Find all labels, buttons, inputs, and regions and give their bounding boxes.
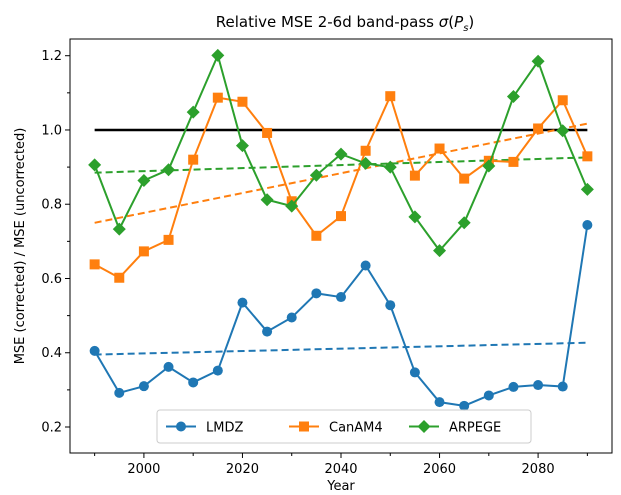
trend-line-lmdz [94, 341, 588, 356]
data-point-lmdz [483, 390, 494, 401]
y-tick-label: 0.6 [41, 272, 62, 287]
data-point-canam4 [237, 96, 248, 107]
chart-title: Relative MSE 2-6d band-pass σ(Ps) [216, 13, 475, 34]
data-point-canam4 [508, 156, 519, 167]
data-point-arpege [482, 159, 496, 173]
data-point-lmdz [89, 345, 100, 356]
legend-label-canam4: CanAM4 [329, 421, 383, 436]
data-point-arpege [408, 210, 422, 224]
data-point-arpege [580, 182, 594, 196]
data-point-lmdz [262, 326, 273, 337]
data-point-canam4 [582, 151, 593, 162]
legend-label-arpege: ARPEGE [449, 421, 501, 436]
x-tick-label: 2060 [423, 462, 456, 477]
data-point-canam4 [557, 95, 568, 106]
y-axis-label: MSE (corrected) / MSE (uncorrected) [13, 128, 28, 365]
series-line-lmdz [93, 224, 589, 407]
data-point-arpege [235, 139, 249, 153]
data-point-lmdz [360, 260, 371, 271]
data-point-lmdz [188, 377, 199, 388]
data-point-lmdz [114, 387, 125, 398]
legend-box [156, 409, 532, 444]
legend-marker-arpege [417, 420, 431, 433]
data-point-arpege [260, 193, 274, 207]
y-tick-label: 1.2 [41, 49, 62, 64]
data-point-canam4 [114, 272, 125, 283]
data-point-arpege [457, 216, 471, 230]
y-tick-label: 0.8 [41, 198, 62, 213]
data-point-arpege [334, 147, 348, 161]
data-point-lmdz [163, 361, 174, 372]
data-point-lmdz [138, 381, 149, 392]
data-point-canam4 [360, 145, 371, 156]
series-canam4 [89, 91, 593, 283]
x-tick-label: 2080 [522, 462, 555, 477]
x-axis-label: Year [326, 479, 355, 494]
data-point-lmdz [508, 381, 519, 392]
data-point-lmdz [582, 220, 593, 231]
data-point-canam4 [212, 92, 223, 103]
data-point-arpege [162, 163, 176, 177]
data-point-arpege [186, 105, 200, 119]
data-point-canam4 [409, 170, 420, 181]
data-point-lmdz [557, 381, 568, 392]
legend-label-lmdz: LMDZ [206, 421, 243, 436]
plot-area [88, 48, 594, 411]
axes-frame [69, 38, 613, 454]
data-point-arpege [112, 222, 126, 236]
trend-line-canam4 [94, 122, 588, 224]
trend-line-arpege [94, 156, 588, 174]
series-line-canam4 [94, 93, 589, 279]
x-axis: 2000 2020 2040 2060 2080 [94, 453, 588, 477]
data-point-canam4 [89, 259, 100, 270]
data-point-arpege [137, 173, 151, 187]
data-point-lmdz [336, 292, 346, 303]
data-point-canam4 [533, 123, 544, 134]
data-point-canam4 [336, 211, 346, 222]
y-tick-label: 0.2 [41, 421, 62, 436]
data-point-lmdz [286, 312, 297, 323]
legend: LMDZ CanAM4 ARPEGE [156, 409, 532, 444]
data-point-canam4 [163, 234, 174, 245]
data-point-canam4 [188, 154, 199, 165]
y-tick-label: 1.0 [41, 123, 62, 138]
legend-marker-lmdz [176, 421, 186, 432]
data-point-arpege [506, 90, 520, 104]
data-point-lmdz [212, 365, 223, 376]
series-lmdz [89, 220, 593, 411]
data-point-lmdz [459, 400, 470, 411]
data-point-lmdz [237, 297, 248, 308]
data-point-canam4 [138, 246, 149, 257]
data-point-arpege [383, 160, 397, 174]
data-point-canam4 [434, 143, 445, 154]
data-point-lmdz [434, 397, 445, 408]
data-point-canam4 [262, 127, 273, 138]
data-point-arpege [211, 48, 225, 62]
x-tick-label: 2040 [324, 462, 357, 477]
data-point-lmdz [311, 288, 322, 299]
data-point-arpege [531, 54, 545, 68]
data-point-canam4 [459, 173, 470, 184]
data-point-arpege [433, 244, 447, 258]
x-tick-label: 2000 [127, 462, 160, 477]
series-arpege [88, 48, 594, 258]
legend-marker-canam4 [299, 421, 309, 432]
y-tick-label: 0.4 [41, 346, 62, 361]
data-point-lmdz [533, 380, 544, 391]
data-point-lmdz [385, 300, 396, 311]
data-point-arpege [88, 158, 102, 172]
data-point-lmdz [409, 367, 420, 378]
data-point-arpege [359, 156, 373, 170]
data-point-arpege [309, 168, 323, 182]
x-tick-label: 2020 [226, 462, 259, 477]
data-point-canam4 [385, 91, 396, 102]
y-axis: 0.2 0.4 0.6 0.8 1.0 1.2 [41, 49, 70, 436]
data-point-arpege [556, 124, 570, 138]
data-point-arpege [285, 199, 299, 213]
data-point-canam4 [311, 230, 322, 241]
